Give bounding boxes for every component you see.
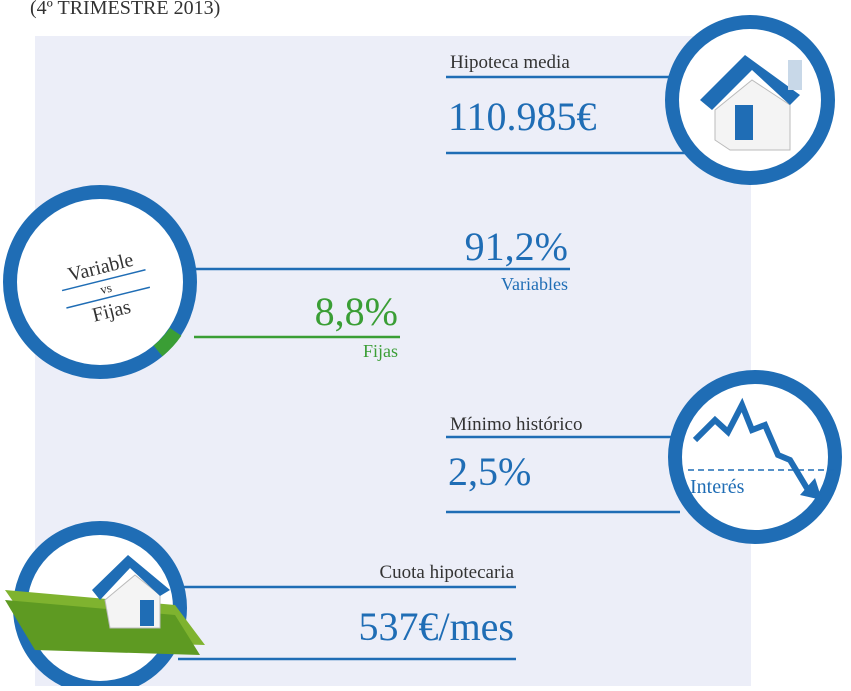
value: 91,2% bbox=[465, 224, 568, 269]
rule bbox=[61, 269, 146, 292]
money-house-icon bbox=[5, 521, 205, 691]
interest-icon: Interés bbox=[668, 370, 842, 544]
value: 537€/mes bbox=[358, 604, 514, 649]
label: Hipoteca media bbox=[450, 52, 570, 73]
value: 2,5% bbox=[448, 449, 531, 494]
label: Mínimo histórico bbox=[450, 414, 582, 435]
value: 8,8% bbox=[315, 289, 398, 334]
label: Fijas bbox=[363, 341, 398, 361]
house-icon bbox=[665, 15, 835, 185]
label: Interés bbox=[690, 476, 745, 498]
value: 110.985€ bbox=[448, 94, 597, 139]
label: Variables bbox=[501, 274, 568, 294]
donut: Variable vs Fijas bbox=[3, 185, 197, 379]
label: vs bbox=[98, 280, 113, 297]
label: Cuota hipotecaria bbox=[379, 562, 514, 583]
period-header: (4º TRIMESTRE 2013) bbox=[30, 0, 220, 19]
rule bbox=[66, 286, 151, 309]
